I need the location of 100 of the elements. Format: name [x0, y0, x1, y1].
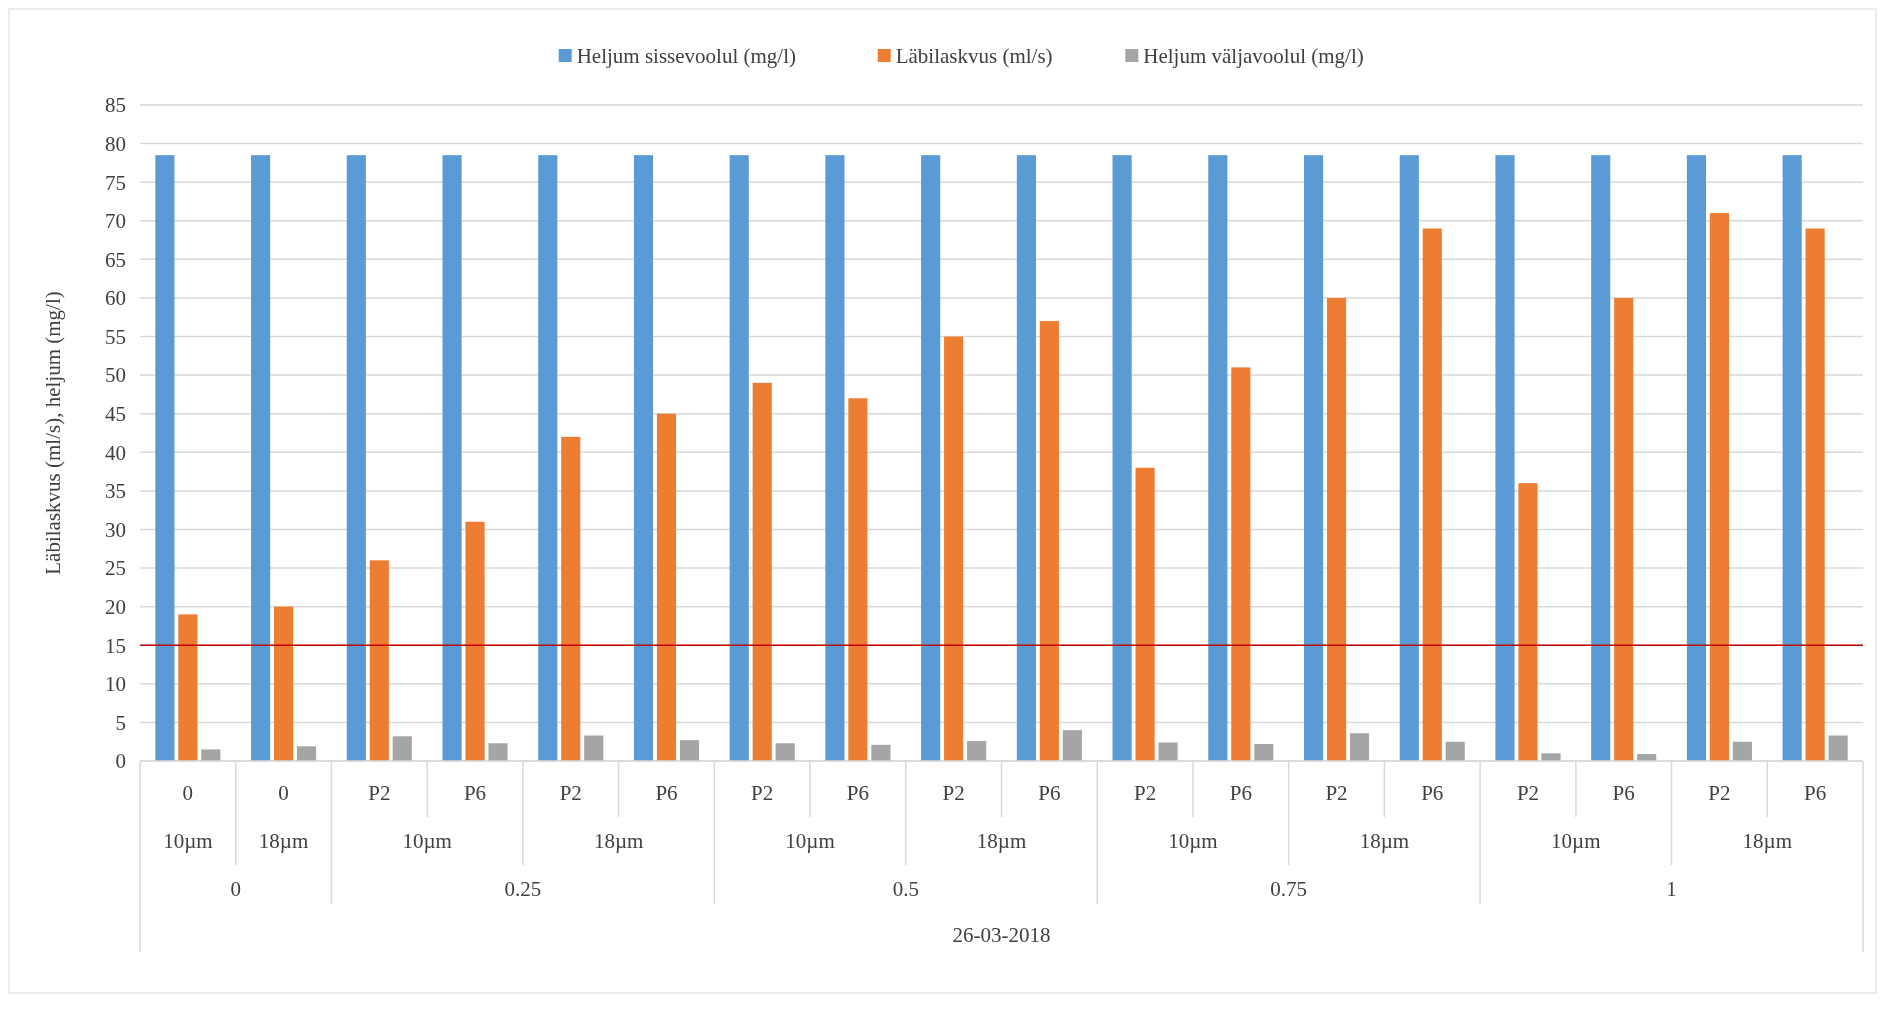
bar: [561, 436, 581, 761]
y-tick-label: 75: [105, 170, 126, 195]
bar: [729, 155, 749, 761]
bar: [1614, 297, 1634, 761]
bar: [465, 521, 485, 761]
y-axis-title: Läbilaskvus (ml/s), heljum (mg/l): [41, 291, 65, 575]
bar: [1686, 155, 1707, 761]
y-tick-label: 50: [105, 363, 126, 388]
y-tick-label: 55: [105, 324, 126, 349]
y-tick-label: 0: [115, 749, 126, 774]
text: 10µm: [1168, 829, 1218, 854]
text: 1: [1666, 877, 1677, 902]
bar: [538, 155, 558, 761]
bar: [201, 749, 221, 761]
text: 0.25: [504, 877, 542, 902]
bar: [392, 736, 412, 761]
bar: [1112, 155, 1132, 761]
bar: [921, 155, 941, 761]
text: 10µm: [163, 829, 213, 854]
bar: [178, 614, 198, 761]
bar: [1016, 155, 1036, 761]
y-tick-label: 70: [105, 209, 126, 234]
x-tick-label: P6: [1038, 781, 1061, 806]
legend-label: Läbilaskvus (ml/s): [895, 44, 1053, 69]
bar: [1039, 321, 1059, 761]
y-tick-label: 35: [105, 479, 126, 504]
x-tick-label: P2: [751, 781, 774, 806]
bar: [346, 155, 366, 761]
bar: [656, 413, 677, 761]
legend-label: Heljum väljavoolul (mg/l): [1143, 44, 1364, 69]
bar: [1158, 742, 1178, 761]
y-tick-label: 30: [105, 517, 126, 542]
text: 0: [230, 877, 241, 902]
text: 10µm: [402, 829, 452, 854]
x-tick-label: P2: [942, 781, 965, 806]
x-tick-label: P6: [1804, 781, 1827, 806]
x-tick-label: P2: [368, 781, 391, 806]
text: 0.5: [892, 877, 919, 902]
bar: [1709, 213, 1729, 761]
bar: [848, 398, 868, 761]
bar: [1303, 155, 1324, 761]
x-tick-label: 0: [182, 781, 194, 806]
bar: [155, 155, 175, 761]
bar: [1326, 297, 1347, 761]
y-tick-label: 85: [105, 93, 126, 118]
legend-label: Heljum sissevoolul (mg/l): [576, 44, 797, 69]
bar: [1828, 735, 1848, 761]
bar: [1518, 483, 1538, 761]
bar: [1349, 733, 1370, 761]
x-tick-label: P6: [1229, 781, 1252, 806]
bar: [825, 155, 845, 761]
y-tick-label: 45: [105, 402, 126, 427]
x-tick-label: P6: [846, 781, 870, 806]
text: 10µm: [1551, 829, 1601, 854]
y-tick-label: 65: [105, 247, 126, 272]
bar: [775, 743, 795, 761]
y-tick-label: 5: [115, 710, 126, 735]
x-tick-label: P6: [463, 781, 487, 806]
x-tick-label: P2: [1708, 781, 1731, 806]
x-tick-label: P2: [1133, 781, 1157, 806]
bar: [1805, 228, 1825, 761]
bar: [944, 336, 964, 761]
text: 18µm: [1742, 829, 1792, 854]
bar: [1135, 467, 1155, 761]
bar: [442, 155, 462, 761]
y-tick-label: 15: [105, 633, 126, 658]
bar: [488, 743, 508, 761]
bar: [1208, 155, 1228, 761]
y-tick-label: 20: [105, 595, 126, 619]
bar: [1591, 155, 1611, 761]
bar: [1782, 155, 1802, 761]
bar: [1732, 741, 1752, 761]
y-tick-label: 60: [105, 286, 126, 311]
bar: [369, 560, 389, 761]
bar: [1254, 744, 1274, 761]
text: 0.75: [1270, 877, 1308, 902]
text: 10µm: [785, 829, 835, 854]
bar: [1422, 228, 1442, 761]
text: 18µm: [593, 829, 644, 854]
x-tick-label: P6: [1612, 781, 1635, 806]
bar: [1062, 730, 1082, 761]
bar: [679, 740, 700, 761]
bar: [584, 735, 604, 761]
y-tick-label: 10: [105, 672, 126, 697]
y-tick-label: 25: [105, 556, 126, 581]
y-tick-label: 40: [105, 440, 126, 465]
bar: [1445, 741, 1465, 761]
bar: [1495, 155, 1515, 761]
bar: [633, 155, 654, 761]
x-tick-label: 0: [278, 781, 289, 806]
x-tick-label: P2: [559, 781, 582, 806]
bar: [251, 155, 271, 761]
bar: [296, 746, 317, 761]
x-tick-label: P6: [1421, 781, 1444, 806]
bar: [871, 744, 891, 761]
x-tick-label: P6: [655, 781, 678, 806]
bar: [274, 606, 294, 761]
y-tick-label: 80: [105, 131, 126, 156]
text: 18µm: [258, 829, 309, 854]
text: 18µm: [1359, 829, 1410, 854]
